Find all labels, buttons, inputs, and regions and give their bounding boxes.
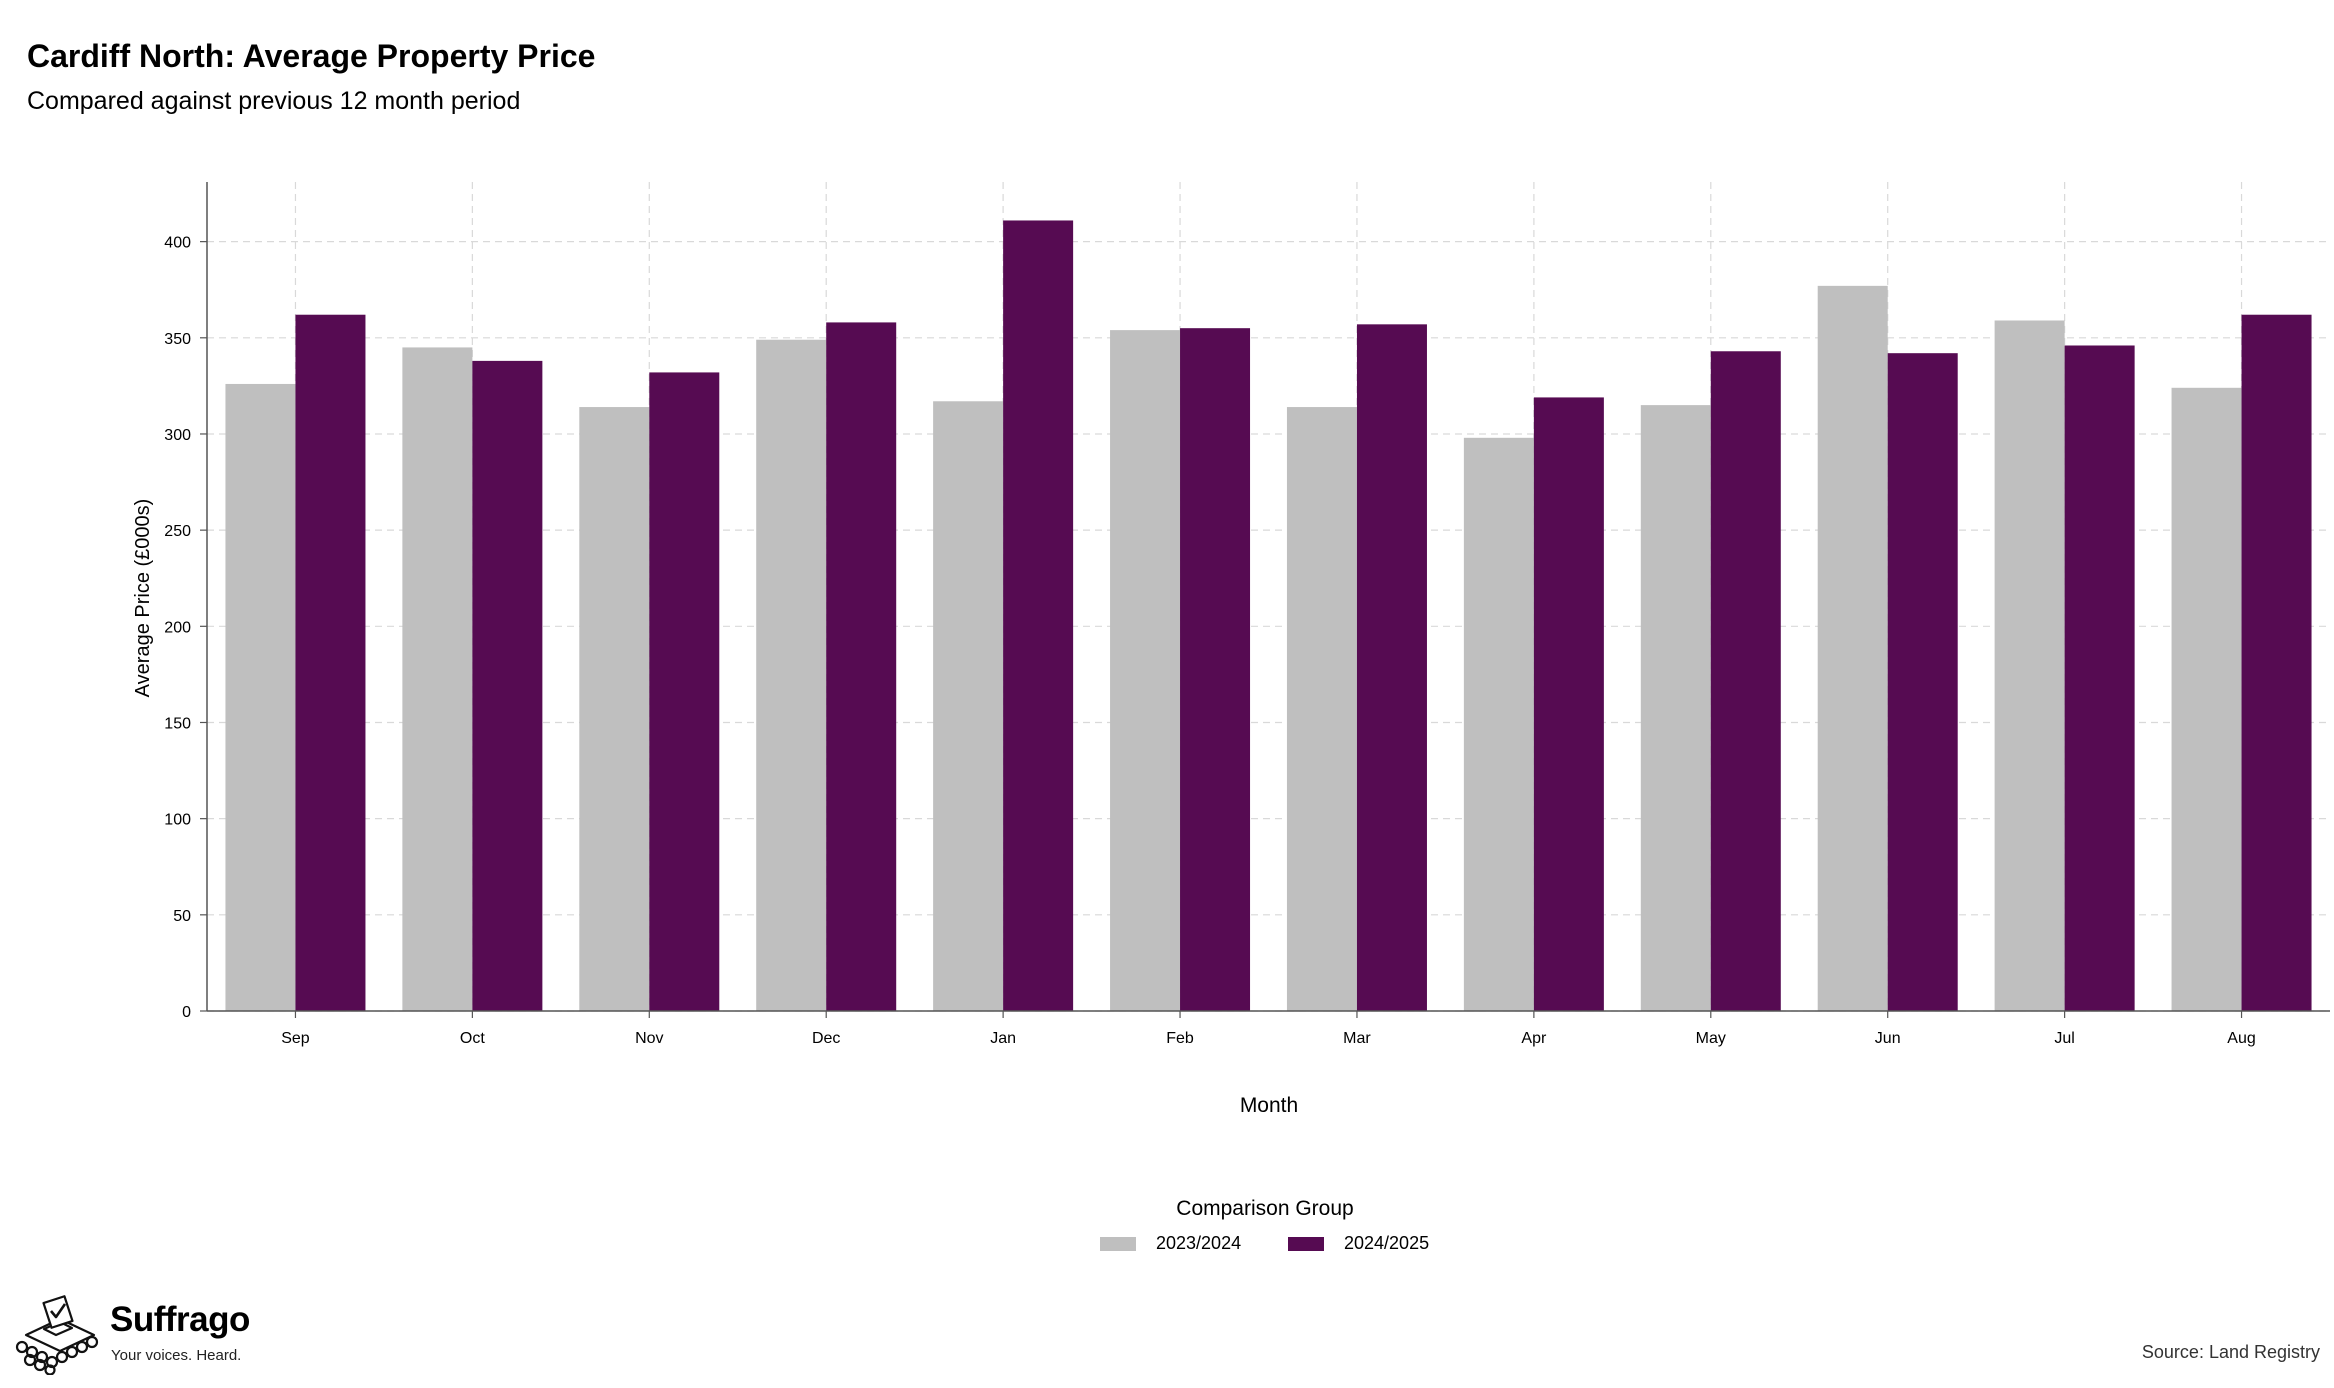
y-tick-label: 200 bbox=[164, 619, 191, 636]
bar-2024-2025-oct bbox=[472, 360, 543, 1011]
x-tick-label: Aug bbox=[2227, 1030, 2255, 1047]
bar-2024-2025-jul bbox=[2064, 345, 2135, 1011]
bar-2024-2025-may bbox=[1710, 351, 1781, 1011]
legend-label: 2023/2024 bbox=[1156, 1233, 1242, 1253]
bar-2023-2024-nov bbox=[579, 407, 650, 1011]
bar-2023-2024-jul bbox=[1994, 320, 2065, 1011]
ballot-box-icon bbox=[15, 1295, 99, 1375]
y-tick-label: 150 bbox=[164, 715, 191, 732]
bar-2023-2024-jan bbox=[933, 401, 1004, 1011]
bar-2023-2024-aug bbox=[2171, 387, 2242, 1011]
legend-item-2023-2024: 2023/2024 bbox=[1100, 1233, 1241, 1254]
x-tick-label: Apr bbox=[1521, 1030, 1547, 1047]
page-subtitle: Compared against previous 12 month perio… bbox=[27, 87, 521, 115]
y-tick-label: 400 bbox=[164, 235, 191, 252]
bar-2024-2025-sep bbox=[295, 314, 366, 1012]
y-axis-title: Average Price (£000s) bbox=[132, 499, 154, 698]
page-title: Cardiff North: Average Property Price bbox=[27, 38, 596, 74]
bar-2023-2024-dec bbox=[756, 339, 827, 1012]
brand-name: Suffrago bbox=[110, 1300, 250, 1339]
bar-2023-2024-apr bbox=[1463, 437, 1534, 1011]
bar-2023-2024-feb bbox=[1110, 330, 1181, 1012]
legend-label: 2024/2025 bbox=[1344, 1233, 1430, 1253]
bar-2023-2024-jun bbox=[1817, 285, 1888, 1011]
x-tick-label: May bbox=[1696, 1030, 1726, 1047]
y-tick-label: 100 bbox=[164, 812, 191, 829]
bar-2024-2025-nov bbox=[649, 372, 720, 1012]
x-axis-title: Month bbox=[1240, 1094, 1298, 1117]
bar-2024-2025-mar bbox=[1356, 324, 1427, 1011]
legend-item-2024-2025: 2024/2025 bbox=[1288, 1233, 1429, 1254]
legend-swatch bbox=[1100, 1236, 1136, 1251]
legend-swatch bbox=[1288, 1236, 1324, 1251]
bar-2023-2024-oct bbox=[402, 347, 473, 1012]
x-tick-label: Sep bbox=[281, 1030, 310, 1047]
x-tick-label: Jan bbox=[990, 1030, 1016, 1047]
y-tick-label: 300 bbox=[164, 427, 191, 444]
bar-2024-2025-aug bbox=[2241, 314, 2312, 1012]
axes bbox=[206, 182, 2330, 1012]
y-tick-label: 250 bbox=[164, 523, 191, 540]
x-tick-label: Jul bbox=[2054, 1030, 2074, 1047]
bar-2023-2024-may bbox=[1640, 405, 1711, 1012]
bar-chart: 0 50 100 150 200 250 300 350 400 Sep Oct Nov Dec Jan F… bbox=[132, 182, 2330, 1117]
y-tick-label: 350 bbox=[164, 331, 191, 348]
bar-2023-2024-sep bbox=[225, 383, 296, 1011]
x-tick-label: Mar bbox=[1343, 1030, 1371, 1047]
bar-2024-2025-apr bbox=[1533, 397, 1604, 1012]
bars bbox=[225, 220, 2312, 1012]
x-tick-label: Oct bbox=[460, 1030, 485, 1047]
x-tick-label: Jun bbox=[1875, 1030, 1901, 1047]
bar-2024-2025-dec bbox=[826, 322, 897, 1012]
tick-labels: 0 50 100 150 200 250 300 350 400 Sep Oct Nov Dec Jan F… bbox=[164, 235, 2255, 1047]
source-note: Source: Land Registry bbox=[2141, 1342, 2320, 1362]
bar-2024-2025-feb bbox=[1180, 328, 1251, 1011]
bar-2024-2025-jan bbox=[1003, 220, 1074, 1011]
bar-2023-2024-mar bbox=[1286, 407, 1357, 1011]
y-tick-label: 50 bbox=[173, 908, 191, 925]
x-tick-label: Nov bbox=[635, 1030, 663, 1047]
x-tick-label: Feb bbox=[1166, 1030, 1194, 1047]
x-tick-label: Dec bbox=[812, 1030, 840, 1047]
brand-tagline: Your voices. Heard. bbox=[111, 1347, 242, 1364]
bar-2024-2025-jun bbox=[1887, 353, 1958, 1011]
y-tick-label: 0 bbox=[182, 1004, 191, 1021]
legend-title: Comparison Group bbox=[1176, 1197, 1354, 1220]
